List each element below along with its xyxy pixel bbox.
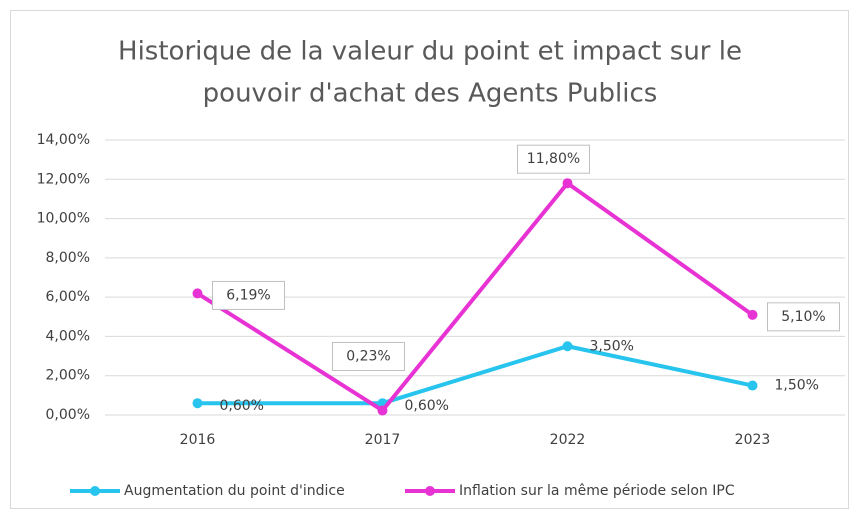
data-label: 0,60% <box>220 398 264 414</box>
x-tick-label: 2016 <box>180 432 216 448</box>
y-tick-label: 4,00% <box>46 328 90 344</box>
data-label-box <box>517 144 590 174</box>
legend-label: Inflation sur la même période selon IPC <box>459 483 735 499</box>
data-label-box <box>212 280 285 310</box>
x-tick-label: 2023 <box>735 432 771 448</box>
y-tick-label: 2,00% <box>46 368 90 384</box>
legend-marker <box>90 486 100 496</box>
x-tick-label: 2017 <box>365 432 401 448</box>
y-tick-label: 14,00% <box>37 132 90 148</box>
data-point <box>747 380 758 391</box>
data-point <box>747 309 758 320</box>
data-label: 1,50% <box>775 378 819 394</box>
x-tick-label: 2022 <box>550 432 586 448</box>
chart-frame <box>10 10 849 509</box>
series-line <box>196 180 754 414</box>
data-label: 5,10% <box>781 309 825 325</box>
series-line <box>197 344 753 406</box>
data-point <box>192 398 203 409</box>
legend-label: Augmentation du point d'indice <box>124 483 345 499</box>
data-point <box>562 341 573 352</box>
legend-marker <box>425 486 435 496</box>
data-point <box>562 178 573 189</box>
y-tick-label: 12,00% <box>37 171 90 187</box>
y-tick-label: 10,00% <box>37 211 90 227</box>
y-tick-label: 8,00% <box>46 250 90 266</box>
data-point <box>377 405 388 416</box>
data-label: 11,80% <box>527 151 580 167</box>
data-point <box>192 288 203 299</box>
data-label: 0,23% <box>346 348 390 364</box>
data-label: 6,19% <box>226 287 270 303</box>
data-label: 3,50% <box>590 338 634 354</box>
data-label-box <box>332 341 405 371</box>
chart-title: Historique de la valeur du point et impa… <box>118 37 742 67</box>
y-tick-label: 0,00% <box>46 407 90 423</box>
y-tick-label: 6,00% <box>46 289 90 305</box>
data-label-box <box>767 302 840 332</box>
data-label: 0,60% <box>405 398 449 414</box>
chart-title: pouvoir d'achat des Agents Publics <box>203 79 658 109</box>
